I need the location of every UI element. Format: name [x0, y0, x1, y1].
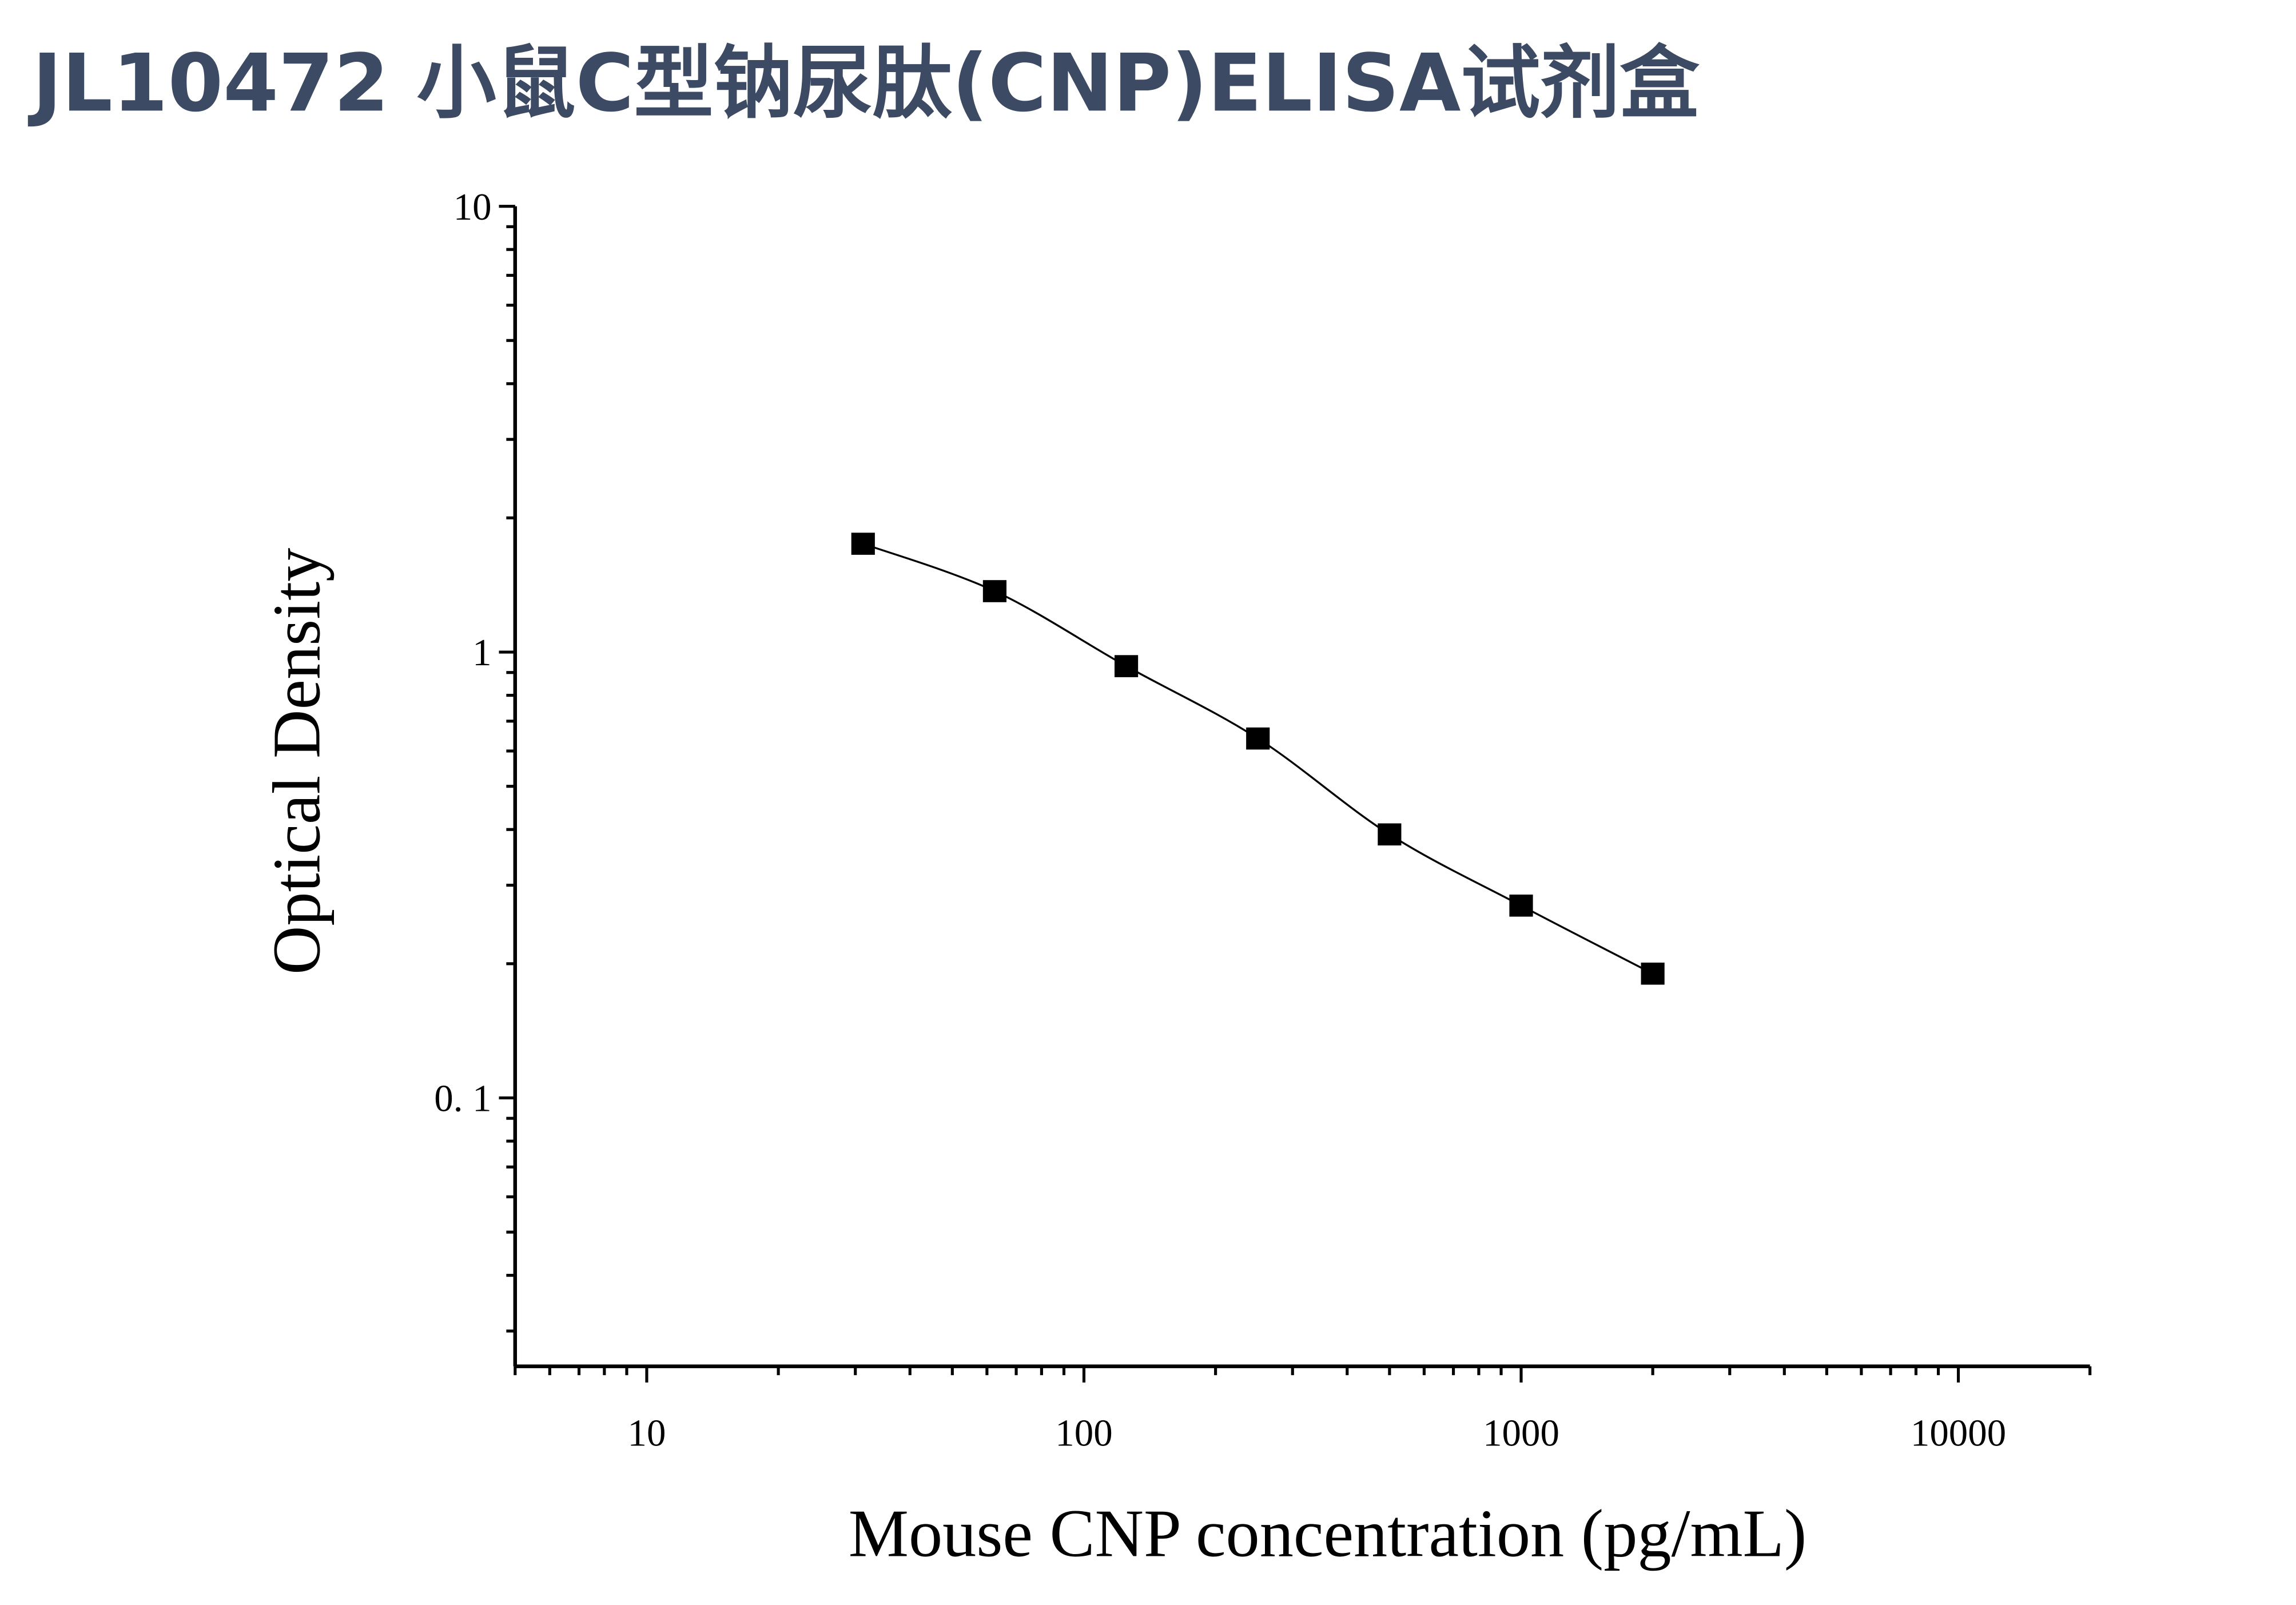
data-point-square [1246, 727, 1270, 750]
data-point-square [982, 580, 1007, 602]
y-axis-label: Optical Density [259, 548, 334, 975]
data-points [851, 533, 1665, 985]
x-axis-label: Mouse CNP concentration (pg/mL) [849, 1496, 1807, 1571]
chart-title: JL10472 小鼠C型钠尿肽(CNP)ELISA试剂盒 [28, 37, 1700, 129]
axes: 0. 1 1 10 10 100 1000 10000 [434, 186, 2092, 1455]
data-point-square [1114, 655, 1139, 677]
y-tick-label: 10 [453, 186, 492, 228]
data-point-square [1641, 962, 1665, 985]
data-point-square [851, 533, 875, 555]
data-point-square [1509, 894, 1533, 917]
y-tick-label: 1 [472, 631, 491, 674]
x-tick-label: 10000 [1911, 1412, 2006, 1455]
data-point-square [1378, 823, 1402, 846]
x-tick-label: 1000 [1483, 1412, 1559, 1455]
x-tick-label: 10 [627, 1412, 666, 1455]
fit-curve [862, 543, 1653, 975]
y-tick-label: 0. 1 [434, 1078, 491, 1120]
x-tick-label: 100 [1055, 1412, 1112, 1455]
